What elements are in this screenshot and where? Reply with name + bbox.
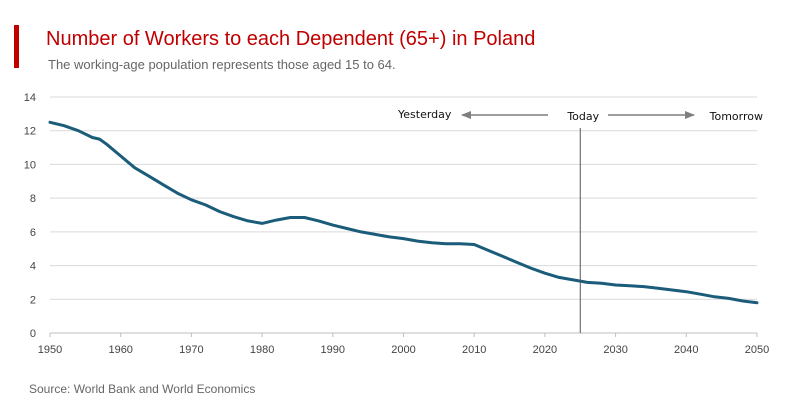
today-label: Today	[566, 110, 599, 123]
y-tick-label: 2	[30, 294, 36, 306]
y-tick-label: 12	[24, 126, 36, 138]
y-tick-label: 4	[30, 261, 36, 273]
x-tick-label: 2010	[462, 344, 486, 356]
y-tick-label: 10	[24, 159, 36, 171]
gridlines	[50, 96, 757, 334]
x-tick-label: 2020	[533, 344, 557, 356]
x-tick-label: 2040	[674, 344, 698, 356]
x-tick-label: 1980	[250, 344, 274, 356]
x-tick-label: 1970	[179, 344, 203, 356]
y-tick-label: 0	[30, 328, 36, 340]
tomorrow-label: Tomorrow	[709, 110, 763, 123]
chart-subtitle: The working-age population represents th…	[48, 57, 396, 72]
axes: 0 2 4 6 8 10 12 14 1950 1960 1970 1980 1990 2000 2010 2…	[24, 92, 769, 356]
x-tick-label: 2030	[603, 344, 627, 356]
x-tick-label: 2050	[745, 344, 769, 356]
yesterday-label: Yesterday	[397, 108, 452, 121]
x-tick-label: 1960	[108, 344, 132, 356]
y-tick-label: 6	[30, 227, 36, 239]
title-accent-bar	[14, 25, 19, 68]
source-note: Source: World Bank and World Economics	[29, 382, 256, 396]
y-tick-label: 14	[24, 92, 36, 104]
chart-title: Number of Workers to each Dependent (65+…	[46, 28, 536, 50]
series-line	[48, 120, 759, 305]
y-tick-label: 8	[30, 193, 36, 205]
series-layer	[48, 120, 759, 305]
x-tick-label: 2000	[391, 344, 415, 356]
x-tick-label: 1950	[38, 344, 62, 356]
x-tick-label: 1990	[321, 344, 345, 356]
annotations: Yesterday Today Tomorrow	[397, 108, 763, 333]
